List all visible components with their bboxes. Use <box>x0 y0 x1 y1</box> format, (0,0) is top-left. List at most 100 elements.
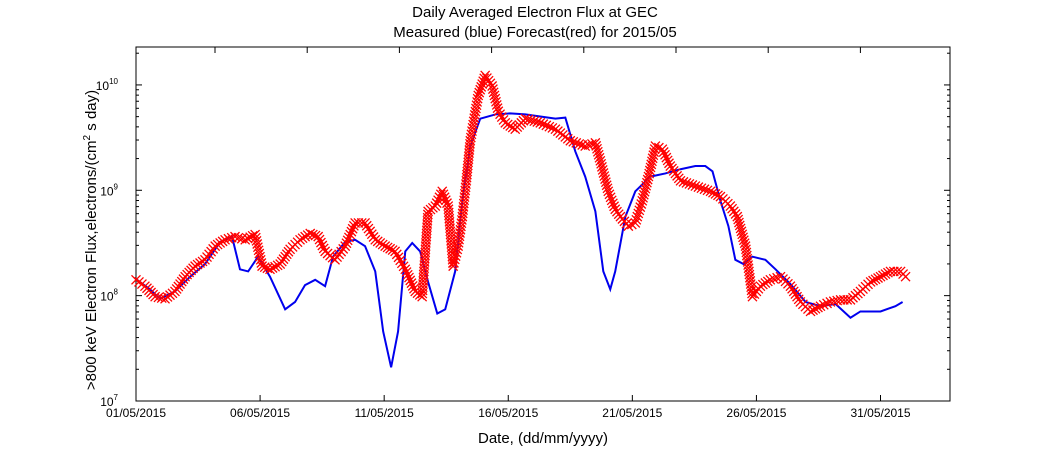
forecast-marker <box>449 254 460 265</box>
forecast-marker <box>644 165 655 176</box>
forecast-marker <box>661 152 672 163</box>
forecast-marker <box>638 189 649 200</box>
forecast-marker <box>690 181 701 192</box>
forecast-marker <box>255 254 266 265</box>
forecast-marker <box>607 198 618 209</box>
forecast-marker <box>623 221 634 232</box>
forecast-marker <box>593 149 604 160</box>
forecast-series <box>131 70 911 317</box>
forecast-marker <box>597 164 608 175</box>
forecast-marker <box>870 274 881 285</box>
forecast-marker <box>768 273 779 284</box>
forecast-marker <box>736 226 747 237</box>
forecast-marker <box>592 143 602 154</box>
forecast-marker <box>496 112 507 123</box>
forecast-marker <box>230 231 240 242</box>
forecast-marker <box>493 106 504 117</box>
forecast-marker <box>900 271 911 282</box>
forecast-marker <box>681 177 692 188</box>
forecast-marker <box>647 153 658 164</box>
forecast-marker <box>242 233 253 244</box>
y-tick-label: 107 <box>100 393 118 409</box>
forecast-marker <box>738 232 749 243</box>
forecast-marker <box>343 232 354 243</box>
forecast-marker <box>491 99 502 110</box>
forecast-marker <box>380 241 391 252</box>
forecast-marker <box>252 239 263 249</box>
forecast-marker <box>361 220 372 231</box>
forecast-marker <box>265 264 275 275</box>
forecast-marker <box>385 243 396 254</box>
forecast-marker <box>395 255 406 266</box>
forecast-marker <box>732 211 743 222</box>
forecast-marker <box>646 156 657 167</box>
forecast-marker <box>440 195 451 206</box>
forecast-marker <box>710 189 721 199</box>
forecast-marker <box>631 214 642 225</box>
forecast-marker <box>643 171 654 182</box>
forecast-marker <box>590 137 601 148</box>
forecast-marker <box>873 273 883 283</box>
x-axis-label: Date, (dd/mm/yyyy) <box>478 430 608 447</box>
forecast-marker <box>713 190 723 201</box>
forecast-marker <box>247 230 258 241</box>
forecast-marker <box>473 90 484 101</box>
forecast-marker <box>437 186 448 197</box>
forecast-marker <box>735 223 746 234</box>
forecast-marker <box>699 184 710 195</box>
measured-series-line <box>136 112 904 368</box>
forecast-marker <box>475 84 486 95</box>
forecast-marker <box>450 251 461 262</box>
forecast-marker <box>664 158 674 169</box>
forecast-marker <box>641 177 652 188</box>
forecast-marker <box>401 267 412 278</box>
x-tick-label: 16/05/2015 <box>478 406 538 420</box>
forecast-marker <box>405 275 416 286</box>
chart-title-line-2: Measured (blue) Forecast(red) for 2015/0… <box>393 24 676 41</box>
forecast-marker <box>675 175 686 186</box>
forecast-marker <box>342 235 353 246</box>
forecast-marker <box>733 214 744 225</box>
forecast-marker <box>340 241 351 252</box>
forecast-marker <box>708 187 718 198</box>
x-tick-label: 11/05/2015 <box>355 406 414 420</box>
forecast-marker <box>600 177 611 188</box>
forecast-marker <box>422 209 433 220</box>
forecast-marker <box>490 93 501 104</box>
forecast-marker <box>660 149 670 160</box>
forecast-marker <box>270 261 281 272</box>
forecast-marker <box>360 217 371 228</box>
x-tick-label: 21/05/2015 <box>602 406 662 420</box>
forecast-marker <box>657 144 668 155</box>
forecast-marker <box>348 220 359 231</box>
forecast-marker <box>630 217 641 228</box>
forecast-marker <box>636 199 647 209</box>
forecast-marker <box>565 135 576 146</box>
forecast-marker <box>474 87 485 98</box>
forecast-marker <box>658 147 669 157</box>
forecast-marker <box>650 141 661 151</box>
forecast-marker <box>574 138 585 149</box>
forecast-marker <box>314 234 325 245</box>
forecast-marker <box>346 226 357 237</box>
forecast-marker <box>785 281 796 292</box>
y-tick-label: 1010 <box>96 77 119 93</box>
forecast-marker <box>822 298 833 309</box>
forecast-marker <box>535 117 546 128</box>
forecast-marker <box>810 303 821 314</box>
forecast-marker <box>635 202 646 213</box>
forecast-marker <box>604 189 615 200</box>
forecast-marker <box>633 208 644 219</box>
forecast-marker <box>223 233 234 244</box>
forecast-marker <box>594 152 605 163</box>
forecast-marker <box>687 180 698 190</box>
forecast-marker <box>878 270 888 281</box>
forecast-marker <box>487 84 498 95</box>
forecast-marker <box>734 220 745 231</box>
forecast-marker <box>267 263 278 273</box>
forecast-marker <box>645 162 656 173</box>
forecast-marker <box>472 93 483 104</box>
forecast-marker <box>818 299 829 310</box>
forecast-marker <box>875 271 886 282</box>
forecast-marker <box>220 234 231 245</box>
